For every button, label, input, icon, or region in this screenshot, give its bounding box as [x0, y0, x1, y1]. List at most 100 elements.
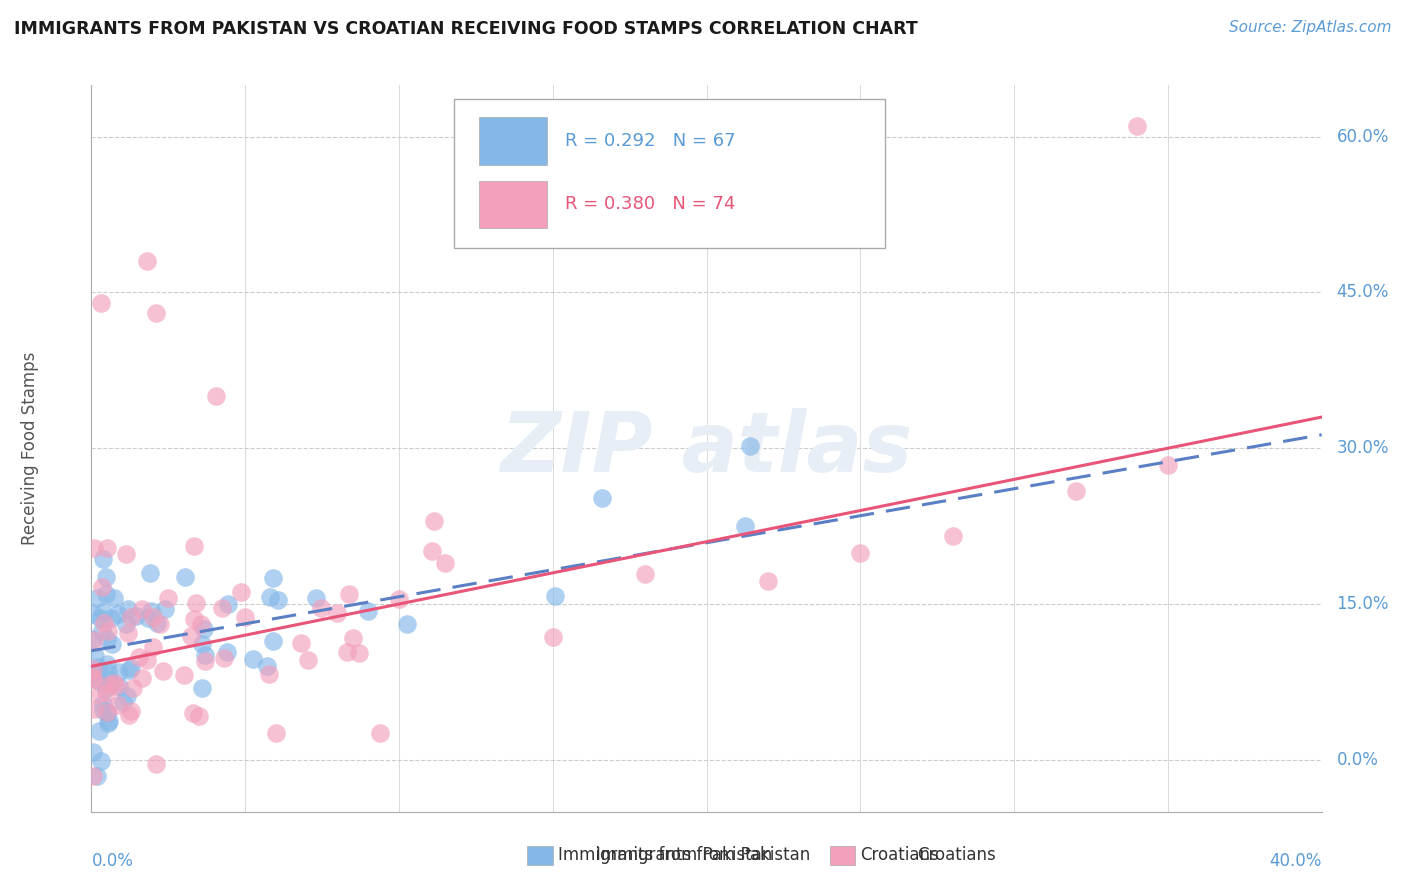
- Point: [94, 681, 117, 695]
- Point: [1157, 458, 1180, 472]
- Point: [347, 646, 370, 660]
- Point: [82, 666, 104, 681]
- Point: [290, 636, 312, 650]
- Point: [191, 637, 214, 651]
- Point: [142, 610, 165, 624]
- Point: [173, 668, 195, 682]
- Point: [326, 607, 349, 621]
- Point: [339, 587, 361, 601]
- Point: [1064, 483, 1087, 498]
- Point: [91, 697, 114, 711]
- Point: [190, 616, 212, 631]
- Point: [212, 650, 235, 665]
- Text: R = 0.380   N = 74: R = 0.380 N = 74: [565, 195, 735, 213]
- Text: 30.0%: 30.0%: [1336, 439, 1389, 458]
- Point: [174, 570, 197, 584]
- Text: IMMIGRANTS FROM PAKISTAN VS CROATIAN RECEIVING FOOD STAMPS CORRELATION CHART: IMMIGRANTS FROM PAKISTAN VS CROATIAN REC…: [14, 20, 918, 37]
- Point: [257, 667, 280, 681]
- Point: [107, 665, 129, 679]
- Point: [146, 615, 169, 630]
- Point: [120, 660, 142, 674]
- Point: [122, 681, 145, 695]
- Text: ZIP atlas: ZIP atlas: [501, 408, 912, 489]
- Point: [433, 557, 456, 571]
- Point: [191, 681, 214, 695]
- Point: [205, 389, 228, 403]
- Point: [117, 689, 139, 703]
- Point: [131, 601, 153, 615]
- Point: [131, 671, 153, 685]
- Point: [82, 607, 104, 621]
- Point: [96, 657, 118, 672]
- Point: [94, 686, 117, 700]
- Text: 0.0%: 0.0%: [91, 852, 134, 870]
- Point: [305, 591, 328, 606]
- Point: [117, 626, 139, 640]
- Point: [342, 631, 364, 645]
- Bar: [830, 846, 855, 865]
- Bar: [479, 181, 547, 228]
- Point: [591, 491, 613, 505]
- Point: [194, 654, 217, 668]
- Point: [90, 296, 112, 310]
- Point: [145, 757, 167, 772]
- Point: [115, 547, 138, 561]
- Point: [80, 632, 103, 646]
- Point: [423, 514, 446, 528]
- Text: 60.0%: 60.0%: [1336, 128, 1389, 145]
- Point: [100, 673, 122, 687]
- Point: [83, 541, 105, 556]
- Point: [104, 680, 127, 694]
- Point: [118, 707, 141, 722]
- Point: [82, 662, 104, 676]
- Point: [139, 566, 162, 581]
- Point: [97, 678, 120, 692]
- Point: [120, 610, 142, 624]
- Point: [194, 648, 217, 662]
- Point: [756, 574, 779, 589]
- Text: R = 0.292   N = 67: R = 0.292 N = 67: [565, 132, 735, 150]
- Point: [120, 704, 142, 718]
- Point: [83, 702, 105, 716]
- Point: [82, 769, 104, 783]
- Text: Source: ZipAtlas.com: Source: ZipAtlas.com: [1229, 20, 1392, 35]
- Point: [91, 605, 114, 619]
- Point: [82, 673, 104, 687]
- Point: [145, 306, 167, 320]
- Point: [242, 651, 264, 665]
- FancyBboxPatch shape: [454, 99, 884, 248]
- Point: [89, 687, 111, 701]
- Point: [149, 616, 172, 631]
- Text: Croatians: Croatians: [860, 847, 939, 864]
- Point: [139, 604, 162, 618]
- Point: [734, 518, 756, 533]
- Point: [103, 676, 125, 690]
- Point: [89, 673, 111, 688]
- Text: 40.0%: 40.0%: [1270, 852, 1322, 870]
- Point: [96, 705, 118, 719]
- Point: [114, 616, 136, 631]
- Point: [152, 664, 174, 678]
- Point: [86, 769, 108, 783]
- Point: [125, 609, 148, 624]
- Bar: [527, 846, 553, 865]
- Point: [256, 658, 278, 673]
- Point: [86, 591, 108, 605]
- Point: [117, 663, 139, 677]
- Point: [217, 645, 239, 659]
- Point: [117, 602, 139, 616]
- Point: [138, 611, 160, 625]
- Point: [267, 593, 290, 607]
- Point: [388, 592, 411, 607]
- Point: [97, 714, 120, 729]
- Point: [101, 637, 124, 651]
- Point: [96, 632, 118, 646]
- Point: [103, 591, 125, 606]
- Point: [96, 541, 118, 555]
- Text: Croatians: Croatians: [917, 846, 995, 863]
- Point: [193, 622, 215, 636]
- Point: [98, 675, 121, 690]
- Point: [107, 698, 129, 713]
- Point: [93, 616, 115, 631]
- Point: [83, 632, 105, 647]
